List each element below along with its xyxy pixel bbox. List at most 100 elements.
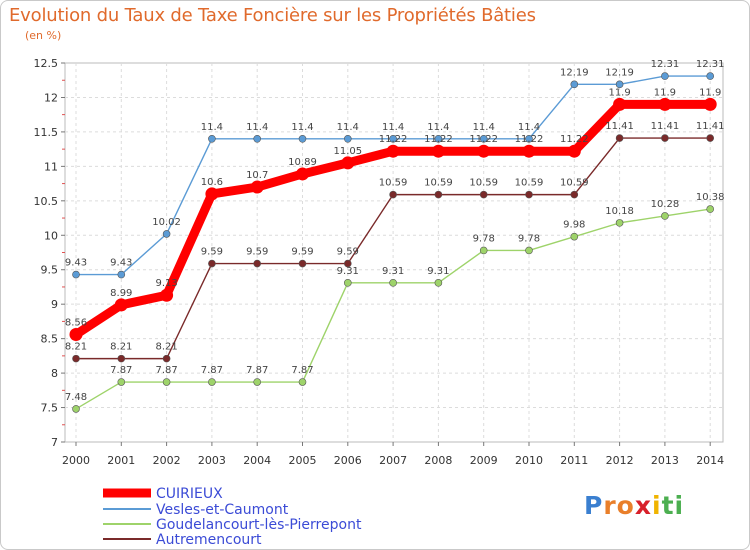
data-label: 12.19 bbox=[560, 67, 589, 78]
y-tick-label: 7.5 bbox=[41, 402, 59, 415]
data-point bbox=[72, 354, 80, 363]
data-label: 7.87 bbox=[291, 365, 313, 376]
data-label: 10.89 bbox=[288, 157, 317, 168]
data-label: 10.59 bbox=[560, 178, 589, 189]
y-tick-label: 12.5 bbox=[34, 57, 59, 70]
y-tick-label: 9 bbox=[51, 298, 58, 311]
data-point bbox=[434, 190, 443, 199]
data-label: 7.87 bbox=[201, 365, 223, 376]
x-tick-label: 2012 bbox=[606, 454, 634, 467]
data-label: 7.48 bbox=[65, 392, 87, 403]
data-label: 9.78 bbox=[518, 233, 540, 244]
data-point bbox=[298, 135, 307, 143]
data-point bbox=[253, 259, 262, 268]
data-label: 11.22 bbox=[424, 134, 453, 145]
data-label: 11.9 bbox=[608, 87, 630, 98]
data-label: 11.4 bbox=[201, 122, 223, 133]
y-tick-label: 12 bbox=[44, 91, 58, 104]
y-tick-label: 7 bbox=[51, 436, 58, 449]
data-label: 12.31 bbox=[696, 59, 725, 70]
data-label: 8.21 bbox=[155, 342, 177, 353]
data-label: 9.59 bbox=[291, 247, 313, 258]
data-label: 9.43 bbox=[65, 258, 87, 269]
y-tick-label: 10.5 bbox=[34, 195, 59, 208]
logo-letter: i bbox=[674, 491, 685, 520]
data-point bbox=[661, 134, 669, 142]
data-label: 9.31 bbox=[337, 266, 359, 277]
x-tick-label: 2008 bbox=[424, 454, 452, 467]
data-point bbox=[72, 270, 80, 279]
data-point bbox=[703, 97, 717, 111]
data-label: 11.9 bbox=[699, 87, 721, 98]
data-point bbox=[162, 378, 171, 386]
data-point bbox=[525, 135, 533, 143]
data-point bbox=[570, 190, 579, 199]
data-label: 11.05 bbox=[333, 146, 362, 157]
data-label: 10.6 bbox=[201, 177, 223, 188]
x-tick-label: 2002 bbox=[153, 454, 181, 467]
plot-area bbox=[64, 62, 724, 443]
data-point bbox=[706, 134, 715, 142]
data-label: 10.02 bbox=[152, 217, 181, 228]
data-point bbox=[477, 144, 491, 158]
data-point bbox=[343, 279, 352, 287]
data-point bbox=[298, 378, 307, 386]
data-label: 8.99 bbox=[110, 288, 132, 299]
data-point bbox=[72, 405, 80, 413]
data-label: 7.87 bbox=[155, 365, 177, 376]
x-tick-label: 2009 bbox=[470, 454, 498, 467]
data-label: 11.4 bbox=[427, 122, 449, 133]
data-label: 8.21 bbox=[110, 342, 132, 353]
data-point bbox=[389, 135, 397, 143]
data-label: 10.28 bbox=[651, 199, 680, 210]
y-tick-label: 10 bbox=[44, 229, 58, 242]
y-tick-label: 8.5 bbox=[41, 333, 59, 346]
data-point bbox=[389, 190, 397, 199]
x-tick-label: 2011 bbox=[560, 454, 588, 467]
data-point bbox=[615, 134, 624, 142]
x-tick-label: 2013 bbox=[651, 454, 679, 467]
data-point bbox=[250, 180, 264, 194]
data-point bbox=[343, 259, 352, 268]
data-point bbox=[208, 378, 216, 386]
data-label: 10.59 bbox=[424, 178, 453, 189]
data-label: 11.4 bbox=[473, 122, 495, 133]
data-point bbox=[117, 354, 126, 363]
data-label: 9.59 bbox=[246, 247, 268, 258]
data-point bbox=[114, 298, 128, 312]
data-point bbox=[296, 167, 309, 181]
data-point bbox=[661, 212, 669, 220]
data-label: 9.43 bbox=[110, 258, 132, 269]
data-point bbox=[706, 205, 715, 213]
data-label: 12.31 bbox=[651, 59, 680, 70]
data-point bbox=[343, 135, 352, 143]
logo-letter: o bbox=[616, 491, 635, 520]
data-point bbox=[615, 80, 624, 89]
data-label: 11.41 bbox=[651, 121, 680, 132]
data-point bbox=[117, 270, 126, 279]
data-label: 9.59 bbox=[201, 247, 223, 258]
data-label: 10.59 bbox=[469, 178, 498, 189]
data-point bbox=[525, 190, 533, 199]
legend-label: Goudelancourt-lès-Pierrepont bbox=[156, 517, 362, 533]
data-point bbox=[434, 135, 443, 143]
legend-label: Vesles-et-Caumont bbox=[156, 502, 289, 518]
data-label: 9.98 bbox=[563, 220, 585, 231]
data-label: 11.22 bbox=[515, 134, 544, 145]
x-tick-label: 2014 bbox=[696, 454, 724, 467]
data-label: 10.59 bbox=[379, 178, 408, 189]
data-label: 11.9 bbox=[654, 87, 676, 98]
logo-letter: P bbox=[584, 491, 604, 520]
y-tick-label: 8 bbox=[51, 367, 58, 380]
data-label: 10.18 bbox=[605, 206, 634, 217]
data-label: 12.19 bbox=[605, 67, 634, 78]
legend-label: CUIRIEUX bbox=[156, 486, 223, 502]
data-point bbox=[117, 378, 126, 386]
logo-letter: t bbox=[661, 491, 675, 520]
x-tick-label: 2005 bbox=[289, 454, 317, 467]
data-point bbox=[615, 219, 624, 227]
data-point bbox=[661, 72, 669, 80]
logo-letter: i bbox=[652, 491, 662, 520]
x-tick-label: 2000 bbox=[62, 454, 90, 467]
